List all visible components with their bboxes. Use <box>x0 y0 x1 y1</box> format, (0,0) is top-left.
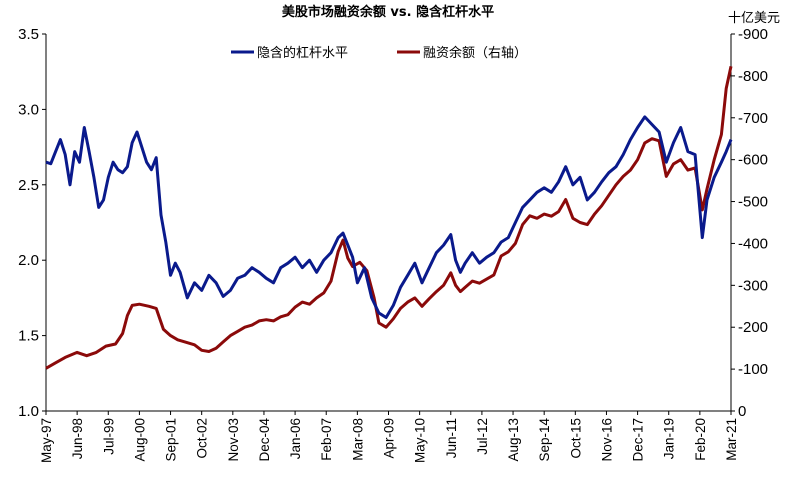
x-tick-label: Mar-21 <box>724 418 739 461</box>
x-tick-label: Feb-07 <box>319 418 334 461</box>
legend-label-margin-debt: 融资余额（右轴） <box>423 45 527 61</box>
right-tick-label: -500 <box>738 194 768 211</box>
right-tick-label: -100 <box>738 361 768 378</box>
x-tick-label: Oct-15 <box>568 418 583 459</box>
right-tick-label: -400 <box>738 235 768 252</box>
x-tick-label: Aug-13 <box>506 418 521 462</box>
left-tick-label: 2.5 <box>18 177 39 194</box>
x-tick-label: Dec-04 <box>257 418 272 462</box>
left-tick-label: 1.0 <box>18 403 39 420</box>
left-tick-label: 1.5 <box>18 328 39 345</box>
x-tick-label: Feb-20 <box>693 418 708 461</box>
x-tick-label: May-10 <box>413 418 428 463</box>
legend: 隐含的杠杆水平 融资余额（右轴） <box>231 45 527 61</box>
x-tick-label: Mar-08 <box>350 418 365 461</box>
x-tick-label: Dec-17 <box>631 418 646 462</box>
x-tick-label: Aug-00 <box>132 418 147 462</box>
legend-label-leverage: 隐含的杠杆水平 <box>257 45 348 61</box>
right-axis-unit: 十亿美元 <box>728 11 780 26</box>
x-tick-label: Oct-02 <box>195 418 210 459</box>
left-axis-ticks: 1.0 1.5 2.0 2.5 3.0 3.5 <box>18 26 46 420</box>
right-tick-label: 0 <box>738 403 746 420</box>
x-tick-label: Sep-14 <box>537 418 552 462</box>
left-tick-label: 3.0 <box>18 101 39 118</box>
left-tick-label: 3.5 <box>18 26 39 43</box>
x-tick-label: Jun-98 <box>70 418 85 459</box>
right-tick-label: -900 <box>738 26 768 43</box>
right-tick-label: -600 <box>738 152 768 169</box>
x-tick-label: Jan-06 <box>288 418 303 459</box>
series-line-margin-debt <box>45 65 733 370</box>
x-tick-label: Jul-99 <box>101 418 116 455</box>
series-lines <box>45 65 733 370</box>
axes <box>45 34 732 412</box>
right-tick-label: -700 <box>738 110 768 127</box>
chart-title: 美股市场融资余额 vs. 隐含杠杆水平 <box>282 4 494 20</box>
x-tick-label: Sep-01 <box>164 418 179 462</box>
x-tick-label: Apr-09 <box>382 418 397 459</box>
x-tick-label: May-97 <box>39 418 54 463</box>
right-tick-label: -200 <box>738 319 768 336</box>
x-axis-ticks: May-97 Jun-98 Jul-99 Aug-00 Sep-01 Oct-02 Nov-… <box>39 411 739 463</box>
right-tick-label: -800 <box>738 68 768 85</box>
series-line-leverage <box>45 115 733 319</box>
left-tick-label: 2.0 <box>18 252 39 269</box>
x-tick-label: Jan-19 <box>662 418 677 459</box>
x-tick-label: Jul-12 <box>475 418 490 455</box>
x-tick-label: Jun-11 <box>444 418 459 458</box>
right-axis-ticks: 0 -100 -200 -300 -400 -500 -600 -700 -800 -900 <box>731 26 768 420</box>
x-tick-label: Nov-16 <box>599 418 614 462</box>
right-tick-label: -300 <box>738 277 768 294</box>
x-tick-label: Nov-03 <box>226 418 241 462</box>
